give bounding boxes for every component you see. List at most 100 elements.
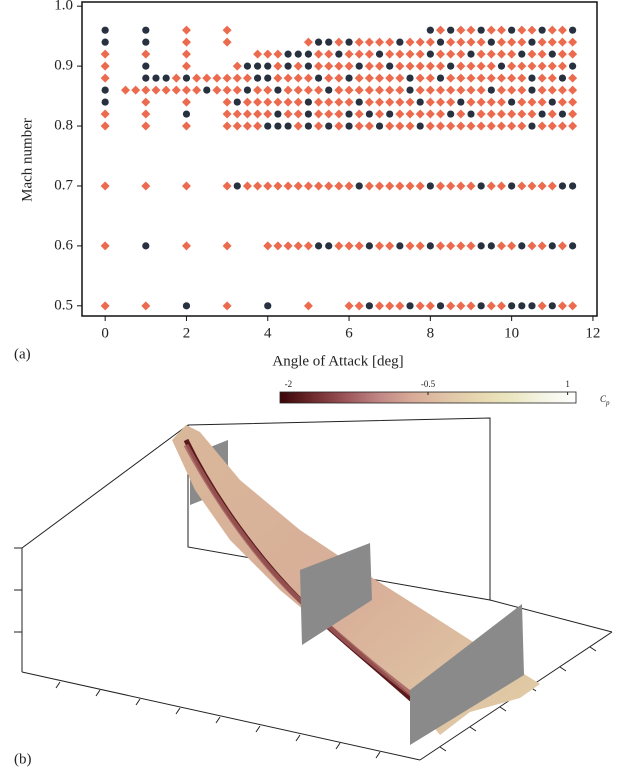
point [446,121,456,131]
point [283,109,293,119]
point [446,49,456,59]
point [222,181,232,191]
point [354,241,364,251]
point [466,241,476,251]
colorbar-label: Cp [600,394,610,407]
point [120,85,130,95]
colorbar-tick-label: -0.5 [421,379,436,389]
point [456,61,466,71]
point [486,97,496,107]
point [425,301,435,311]
point [496,301,506,311]
point [100,73,110,83]
point [283,73,293,83]
point [425,61,435,71]
point [568,97,578,107]
point [264,62,272,70]
point [395,49,405,59]
point [354,37,364,47]
point [528,302,536,310]
point [527,241,537,251]
point [456,109,466,119]
point [557,25,567,35]
point [406,302,414,310]
point [568,73,578,83]
point [436,61,446,71]
point [446,73,456,83]
y-axis-label: Mach number [19,118,35,202]
point [415,61,425,71]
point [181,61,191,71]
point [537,37,547,47]
point [202,73,212,83]
point [274,86,282,94]
point [507,61,517,71]
point [364,181,374,191]
point [456,121,466,131]
point [557,97,567,107]
point [314,49,324,59]
point [517,61,527,71]
panel-label: (a) [14,346,31,362]
slice-plane [300,543,372,645]
point [557,37,567,47]
point [477,242,485,250]
point [364,49,374,59]
point [364,121,374,131]
point [304,50,313,58]
x-tick-label: 6 [345,325,353,341]
point [487,38,495,46]
point [141,301,151,311]
point [161,85,171,95]
point [486,73,496,83]
point [334,181,344,191]
point [395,181,405,191]
point [446,301,456,311]
point [233,98,241,106]
point [263,85,273,95]
point [508,98,516,106]
point [354,85,364,95]
point [375,37,385,47]
point [273,73,283,83]
point [426,50,434,58]
point [181,121,191,131]
x-tick-label: 10 [504,325,519,341]
point [324,61,334,71]
point [537,73,547,83]
point [273,97,283,107]
point [436,97,446,107]
point [456,73,466,83]
point [324,73,334,83]
point [517,181,527,191]
point [273,61,283,71]
point [527,61,537,71]
point [548,50,556,58]
point [334,97,344,107]
point [182,302,191,310]
point [466,301,476,311]
panel-label: (b) [14,751,32,767]
point [171,73,181,83]
point [457,98,465,106]
point [293,97,303,107]
point [283,241,293,251]
point [527,25,537,35]
point [344,61,354,71]
point [325,122,333,130]
point [182,74,191,82]
point [345,38,353,46]
point [569,26,577,34]
point [547,61,557,71]
point [303,301,313,311]
point [395,85,405,95]
point [253,181,263,191]
point [243,86,252,94]
point [508,182,516,190]
point [142,62,150,70]
point [486,181,496,191]
point [242,97,252,107]
plot-frame [81,1,598,317]
point [486,25,496,35]
